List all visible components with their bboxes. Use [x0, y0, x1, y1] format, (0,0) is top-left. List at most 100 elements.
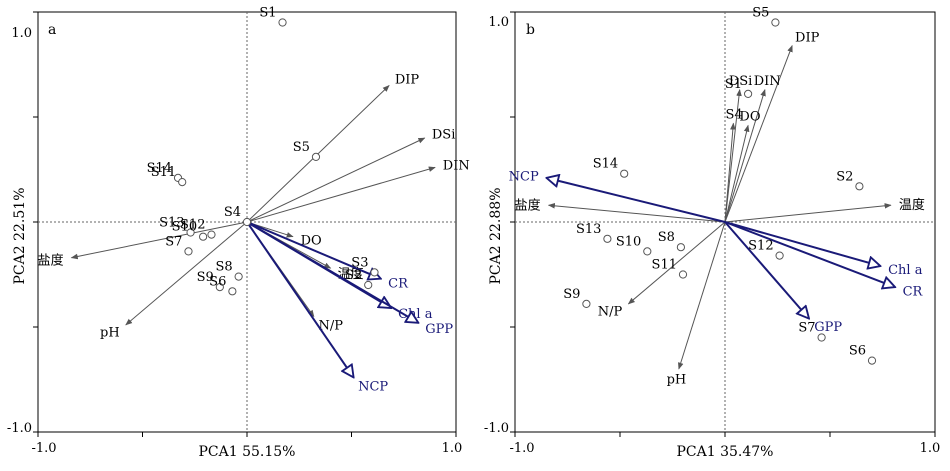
env-vector-arrow — [724, 44, 793, 223]
site-label: S2 — [836, 169, 853, 184]
site-label: S11 — [151, 165, 176, 180]
env-vector-arrow — [627, 221, 726, 305]
site-point — [603, 234, 612, 243]
site-label: S12 — [180, 218, 205, 233]
panel-b-y-axis-label: PCA2 22.88% — [488, 188, 504, 285]
site-point — [215, 283, 224, 292]
bio-vector-arrow — [724, 221, 809, 319]
env-vector-arrow — [724, 122, 736, 223]
site-label: S9 — [197, 270, 214, 285]
site-label: S2 — [345, 268, 362, 283]
env-vector-label: DSi — [432, 128, 456, 143]
panel-b-x-axis-label: PCA1 35.47% — [677, 444, 774, 460]
env-vector-label: 盐度 — [38, 253, 64, 269]
site-label: S10 — [172, 220, 197, 235]
env-vector-arrow — [724, 89, 766, 223]
site-label: S12 — [748, 239, 773, 254]
env-vector-arrow — [547, 203, 726, 223]
site-point — [364, 280, 373, 290]
x-tick-label: -1.0 — [509, 441, 534, 456]
site-point — [311, 152, 321, 161]
site-label: S4 — [224, 205, 241, 220]
site-point — [676, 243, 686, 252]
env-vector-label: pH — [667, 373, 687, 388]
env-vector-arrow — [246, 137, 426, 223]
site-point — [855, 182, 864, 191]
site-point — [178, 178, 187, 187]
panel-b-x-ticks: -1.0 1.0 — [509, 432, 940, 456]
site-label: S6 — [849, 344, 866, 359]
site-point — [771, 18, 780, 27]
bio-vector-label: CR — [388, 277, 409, 292]
site-label: S13 — [576, 222, 601, 237]
site-label: S5 — [293, 140, 310, 155]
site-point — [643, 247, 652, 256]
env-vector-arrow — [678, 221, 726, 370]
env-vector-label: DO — [739, 110, 760, 125]
site-point — [817, 333, 826, 342]
y-tick-label: 1.0 — [488, 15, 509, 30]
site-label: S14 — [593, 157, 618, 172]
bio-vector-label: GPP — [425, 322, 453, 337]
y-tick-label: -1.0 — [484, 421, 509, 436]
site-point — [867, 356, 877, 365]
panel-b-letter: b — [526, 22, 535, 38]
site-label: S8 — [215, 260, 232, 275]
env-vector-label: DIP — [795, 30, 820, 45]
site-point — [775, 251, 784, 260]
site-point — [278, 18, 287, 27]
site-point — [234, 272, 243, 281]
panel-a-y-axis-label: PCA2 22.51% — [12, 188, 28, 285]
bio-vector-label: GPP — [814, 320, 842, 335]
x-tick-label: -1.0 — [31, 441, 56, 456]
x-tick-label: 1.0 — [442, 441, 463, 456]
site-point — [370, 268, 379, 277]
site-label: S14 — [147, 161, 172, 176]
env-vector-arrow — [70, 221, 248, 260]
site-label: S5 — [752, 6, 769, 21]
site-label: S9 — [563, 287, 580, 302]
env-vector-label: 盐度 — [515, 197, 541, 213]
site-point — [207, 230, 216, 239]
env-vector-label: S4 — [725, 107, 742, 122]
panel-a-letter: a — [48, 22, 56, 38]
env-vector-label: pH — [100, 325, 120, 340]
site-label: S7 — [165, 234, 182, 249]
bio-vector-arrow — [246, 221, 354, 377]
site-label: S1 — [259, 6, 276, 21]
bio-vector-label: CR — [903, 285, 924, 300]
site-label: S3 — [351, 255, 368, 270]
panel-a: a PCA1 55.15% PCA2 22.51% -1.0 1.0 1.0 -… — [7, 6, 470, 461]
site-point — [228, 287, 237, 296]
env-vector-arrow — [724, 89, 742, 223]
site-point — [186, 228, 195, 237]
site-label: S6 — [209, 274, 226, 289]
env-vector-arrow — [724, 203, 892, 223]
bio-vector-arrow — [547, 178, 726, 223]
panel-a-x-axis-label: PCA1 55.15% — [199, 444, 296, 460]
site-point — [678, 270, 688, 279]
site-label: S13 — [159, 216, 184, 231]
panel-a-y-ticks: 1.0 -1.0 — [7, 11, 38, 436]
y-tick-label: 1.0 — [11, 26, 32, 41]
site-point — [199, 232, 208, 241]
bio-vector-arrow — [724, 221, 895, 287]
site-point — [242, 217, 252, 227]
env-vector-label: DIN — [754, 74, 781, 89]
env-vector-arrow — [125, 221, 248, 326]
env-vector-label: DIN — [443, 159, 470, 174]
env-vector-label: DSi — [729, 74, 753, 89]
env-vector-arrow — [246, 166, 436, 223]
site-point — [744, 89, 753, 99]
site-label: S1 — [725, 77, 742, 92]
site-point — [184, 247, 193, 256]
env-vector-label: N/P — [319, 319, 344, 334]
panel-b: b PCA1 35.47% PCA2 22.88% -1.0 1.0 1.0 -… — [484, 6, 940, 461]
panel-b-y-ticks: 1.0 -1.0 — [484, 11, 515, 436]
bio-vector-arrow — [246, 221, 418, 323]
env-vector-label: DO — [301, 234, 322, 249]
bio-vector-label: Chl a — [888, 263, 923, 278]
